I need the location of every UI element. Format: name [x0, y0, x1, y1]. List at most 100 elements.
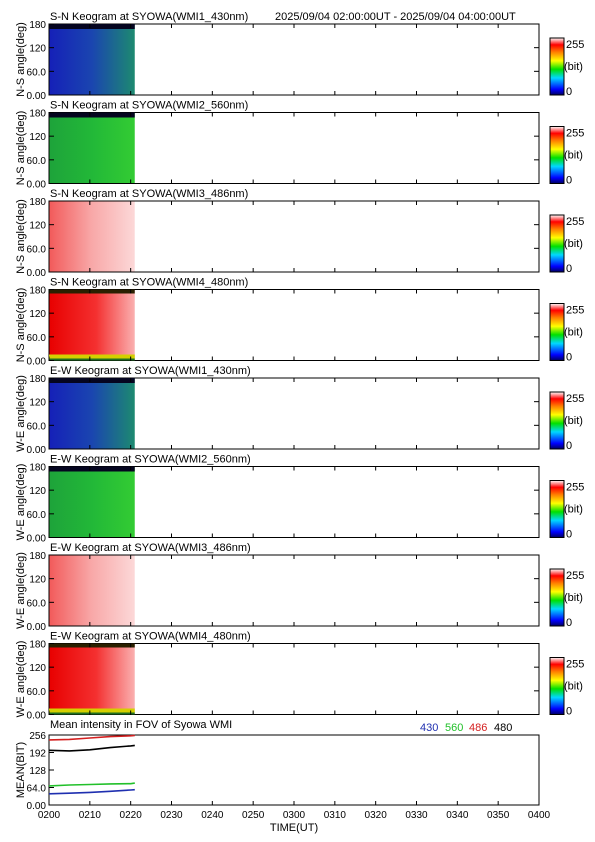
series-layer: [48, 734, 135, 795]
y-tick-label: 180: [29, 197, 46, 208]
colorbar-unit-label: (bit): [564, 415, 583, 427]
x-tick-label: 0230: [160, 810, 183, 821]
keogram-ylabel: N-S angle(deg): [15, 22, 27, 97]
x-tick-label: 0400: [528, 810, 551, 821]
y-tick-label: 120: [29, 44, 46, 55]
colorbar: [549, 480, 565, 538]
keogram-image: [49, 466, 135, 538]
keogram-ylabel: N-S angle(deg): [15, 111, 27, 186]
y-tick-label: 0.00: [27, 711, 47, 722]
colorbar-max-label: 255: [566, 128, 584, 140]
keogram-ylabel: W-E angle(deg): [15, 464, 27, 541]
series-line-430: [48, 788, 135, 795]
time-axis: 0200 0210 0220 0230 0240 0250 0300 0310 …: [38, 801, 551, 834]
keogram-image: [49, 24, 135, 95]
colorbar-unit-label: (bit): [564, 327, 583, 339]
y-tick-label: 120: [29, 575, 46, 586]
colorbar-max-label: 255: [566, 570, 584, 582]
fov-edge-band: [49, 466, 135, 472]
y-tick-label: 60.0: [27, 687, 47, 698]
y-tick-label: 180: [29, 20, 46, 31]
x-tick-label: 0200: [38, 810, 61, 821]
x-tick-label: 0320: [365, 810, 388, 821]
colorbar-min-label: 0: [566, 175, 572, 187]
keogram-title: E-W Keogram at SYOWA(WMI1_430nm): [50, 365, 251, 377]
legend-430: 430: [420, 722, 438, 734]
colorbar: [549, 214, 565, 273]
colorbar-unit-label: (bit): [564, 238, 583, 250]
y-tick-label: 64.0: [27, 784, 47, 795]
colorbar-max-label: 255: [566, 393, 584, 405]
keogram-panel: E-W Keogram at SYOWA(WMI4_480nm) W-E ang…: [15, 631, 584, 722]
y-tick-label: 120: [29, 309, 46, 320]
y-tick-label: 60.0: [27, 598, 47, 609]
x-tick-label: 0340: [446, 810, 469, 821]
fov-edge-band: [49, 378, 135, 383]
fov-edge-band: [49, 712, 135, 715]
keogram-title: S-N Keogram at SYOWA(WMI1_430nm): [50, 11, 248, 23]
y-tick-label: 0.00: [27, 91, 47, 102]
y-tick-label: 60.0: [27, 421, 47, 432]
keogram-title: E-W Keogram at SYOWA(WMI3_486nm): [50, 542, 251, 554]
y-tick-label: 180: [29, 374, 46, 385]
legend-486: 486: [469, 722, 487, 734]
fov-edge-band: [49, 354, 135, 359]
y-tick-label: 60.0: [27, 510, 47, 521]
keogram-ylabel: N-S angle(deg): [15, 199, 27, 274]
colorbar-unit-label: (bit): [564, 61, 583, 73]
y-tick-label: 60.0: [27, 244, 47, 255]
x-tick-label: 0210: [79, 810, 102, 821]
keogram-title: E-W Keogram at SYOWA(WMI2_560nm): [50, 454, 251, 466]
x-tick-label: 0240: [201, 810, 224, 821]
x-axis-label: TIME(UT): [270, 822, 318, 834]
mean-panel-title: Mean intensity in FOV of Syowa WMI: [50, 719, 232, 731]
y-tick-label: 120: [29, 221, 46, 232]
series-line-480: [48, 744, 135, 752]
keogram-ylabel: N-S angle(deg): [15, 288, 27, 363]
y-tick-label: 120: [29, 663, 46, 674]
y-tick-label: 0.00: [27, 445, 47, 456]
x-tick-label: 0300: [283, 810, 306, 821]
series-line-560: [48, 782, 135, 787]
x-tick-label: 0220: [120, 810, 143, 821]
colorbar-max-label: 255: [566, 659, 584, 671]
keogram-title: E-W Keogram at SYOWA(WMI4_480nm): [50, 631, 251, 643]
x-tick-label: 0310: [324, 810, 347, 821]
keogram-panel: E-W Keogram at SYOWA(WMI3_486nm) W-E ang…: [15, 542, 584, 633]
keogram-image: [49, 289, 135, 361]
x-tick-label: 0330: [405, 810, 428, 821]
y-tick-label: 120: [29, 398, 46, 409]
fov-edge-band: [49, 112, 135, 118]
x-tick-label: 0350: [487, 810, 510, 821]
keogram-image: [49, 555, 135, 626]
colorbar-min-label: 0: [566, 352, 572, 364]
legend-480: 480: [494, 722, 512, 734]
colorbar-min-label: 0: [566, 529, 572, 541]
y-tick-label: 180: [29, 640, 46, 651]
colorbar-max-label: 255: [566, 216, 584, 228]
colorbar: [549, 568, 565, 627]
colorbar-min-label: 0: [566, 706, 572, 718]
y-tick-label: 0.00: [27, 801, 47, 812]
keogram-image: [49, 112, 135, 184]
colorbar-unit-label: (bit): [564, 681, 583, 693]
y-tick-label: 0.00: [27, 622, 47, 633]
keogram-image: [49, 643, 135, 715]
colorbar-max-label: 255: [566, 305, 584, 317]
colorbar-max-label: 255: [566, 482, 584, 494]
y-tick-label: 128: [29, 766, 46, 777]
y-tick-label: 0.00: [27, 268, 47, 279]
colorbar: [549, 37, 565, 96]
colorbar-max-label: 255: [566, 39, 584, 51]
fov-edge-band: [49, 289, 135, 294]
keogram-title: S-N Keogram at SYOWA(WMI3_486nm): [50, 188, 248, 200]
time-range-header: 2025/09/04 02:00:00UT - 2025/09/04 04:00…: [275, 11, 516, 23]
colorbar-min-label: 0: [566, 86, 572, 98]
colorbar-unit-label: (bit): [564, 592, 583, 604]
keogram-panel: S-N Keogram at SYOWA(WMI1_430nm) N-S ang…: [15, 11, 584, 102]
y-tick-label: 60.0: [27, 67, 47, 78]
y-tick-label: 180: [29, 551, 46, 562]
colorbar: [549, 126, 565, 184]
y-tick-label: 0.00: [27, 357, 47, 368]
